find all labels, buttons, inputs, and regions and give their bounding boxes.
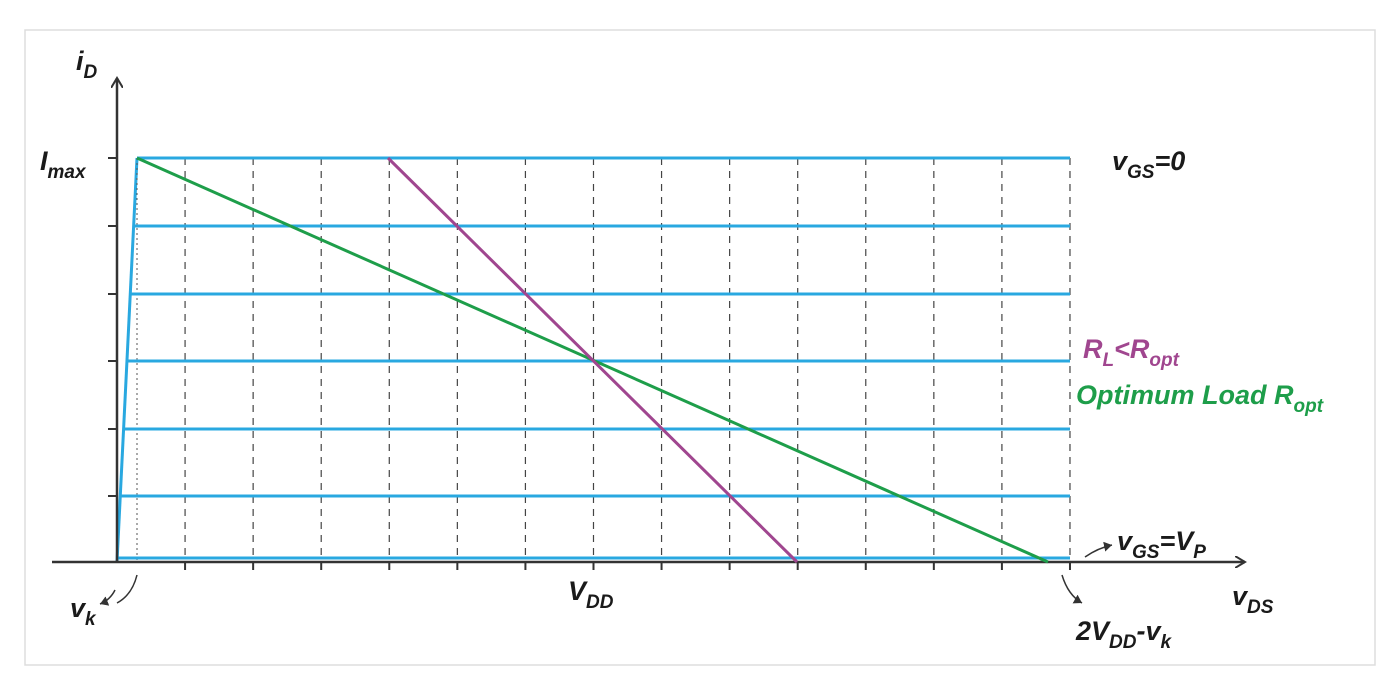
label-text: v (70, 593, 87, 623)
subscript: L (1103, 350, 1115, 371)
vk-arrow (99, 589, 116, 606)
subscript: opt (1149, 350, 1179, 371)
label-text: v (1232, 581, 1249, 611)
label: vGS=0 (1112, 146, 1185, 183)
label-text: V (568, 576, 588, 606)
label: Imax (40, 146, 87, 183)
subscript: D (84, 62, 98, 83)
label-text: =V (1159, 526, 1195, 556)
grid (108, 156, 1071, 570)
label: vk (70, 593, 97, 630)
label-text: 2V (1075, 616, 1111, 646)
label: vDS (1232, 581, 1274, 618)
label: 2VDD-vk (1075, 616, 1173, 653)
subscript: DS (1247, 597, 1274, 618)
label: Optimum Load Ropt (1076, 380, 1324, 417)
label-text: v (1112, 146, 1129, 176)
subscript: k (1161, 632, 1173, 653)
label-text: -v (1136, 616, 1162, 646)
subscript: DD (1109, 632, 1137, 653)
subscript: GS (1127, 162, 1155, 183)
subscript: max (48, 162, 87, 183)
label-text: i (76, 46, 84, 76)
label-text: <R (1114, 334, 1150, 364)
subscript: GS (1132, 542, 1160, 563)
vk-curve (116, 574, 138, 604)
label: RL<Ropt (1083, 334, 1180, 371)
subscript: k (85, 609, 97, 630)
label: vGS=VP (1117, 526, 1206, 563)
subscript: P (1193, 542, 1206, 563)
label-text: I (40, 146, 48, 176)
frame (24, 29, 1376, 666)
label-text: Optimum Load R (1076, 380, 1294, 410)
subscript: DD (586, 592, 614, 613)
label-text: v (1117, 526, 1134, 556)
label: iD (76, 46, 98, 83)
2vdd-arrow (1061, 574, 1083, 604)
low-load-line (386, 156, 799, 564)
vp-arrow (1084, 541, 1113, 558)
label-text: =0 (1154, 146, 1185, 176)
subscript: opt (1294, 396, 1324, 417)
label-text: R (1083, 334, 1103, 364)
label: VDD (568, 576, 614, 613)
